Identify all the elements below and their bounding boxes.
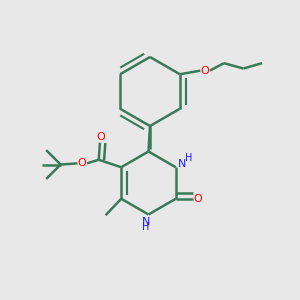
Text: H: H [185, 153, 192, 163]
Text: O: O [97, 132, 106, 142]
Text: N: N [178, 159, 187, 169]
Text: N: N [142, 217, 150, 227]
Text: O: O [194, 194, 202, 204]
Text: H: H [142, 222, 150, 233]
Text: O: O [200, 66, 209, 76]
Text: O: O [78, 158, 87, 168]
